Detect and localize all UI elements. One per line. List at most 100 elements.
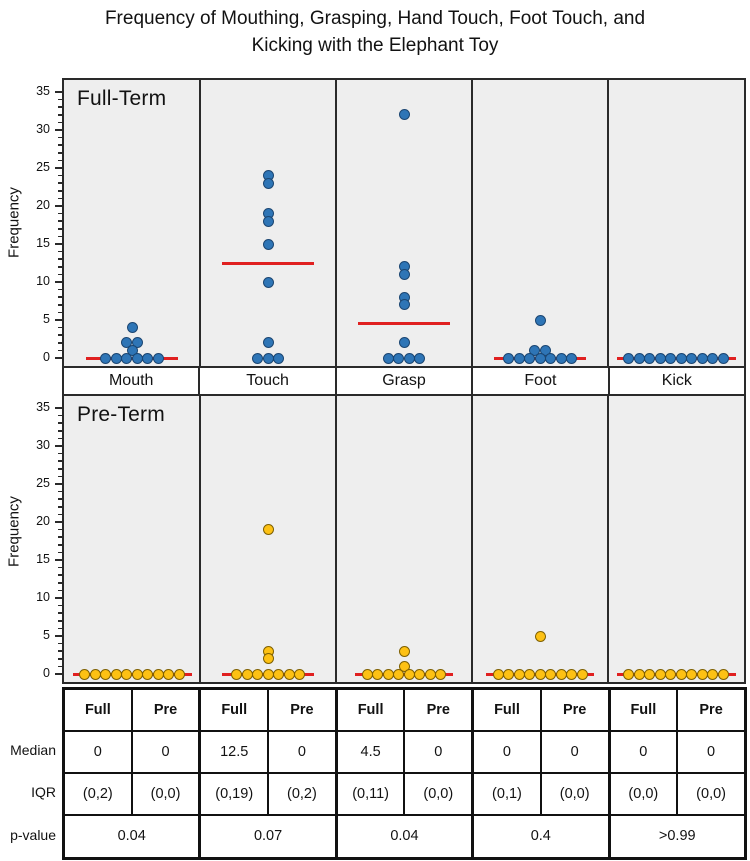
table-header-cell-7: Pre bbox=[539, 687, 611, 732]
data-point bbox=[393, 668, 405, 680]
y-axis-major-tick bbox=[55, 243, 62, 245]
y-axis-minor-tick bbox=[58, 190, 62, 192]
y-axis-major-tick bbox=[55, 167, 62, 169]
data-point bbox=[393, 352, 405, 364]
table-pvalue-cell-4: >0.99 bbox=[607, 813, 747, 860]
data-point bbox=[79, 668, 91, 680]
pre-term-panel-label: Pre-Term bbox=[77, 403, 165, 426]
data-point bbox=[534, 314, 546, 326]
y-axis-minor-tick bbox=[58, 551, 62, 554]
table-pvalue-cell-0: 0.04 bbox=[62, 813, 201, 860]
data-point bbox=[398, 268, 410, 280]
y-axis-major-tick bbox=[55, 205, 62, 207]
data-point bbox=[414, 352, 426, 364]
y-axis-minor-tick bbox=[58, 212, 62, 215]
y-axis-minor-tick bbox=[58, 665, 62, 668]
full-term-panel-label: Full-Term bbox=[77, 87, 167, 110]
y-axis-minor-tick bbox=[58, 460, 62, 462]
table-iqr-cell-8: (0,0) bbox=[607, 771, 679, 816]
y-axis-major-tick bbox=[55, 559, 62, 561]
data-point bbox=[110, 668, 122, 680]
data-point bbox=[524, 668, 535, 680]
category-label-kick: Kick bbox=[661, 372, 692, 389]
y-axis-minor-tick bbox=[58, 98, 62, 101]
y-axis-minor-tick bbox=[58, 544, 62, 546]
data-point bbox=[361, 668, 373, 680]
y-axis-minor-tick bbox=[58, 152, 62, 154]
y-axis-minor-tick bbox=[58, 452, 62, 455]
y-axis-minor-tick bbox=[58, 490, 62, 493]
y-axis-minor-tick bbox=[58, 197, 62, 200]
data-point bbox=[492, 668, 504, 680]
data-point bbox=[576, 668, 588, 680]
data-point bbox=[126, 322, 138, 334]
y-axis-tick-label: 30 bbox=[36, 122, 50, 136]
data-point bbox=[398, 645, 410, 657]
y-axis-major-tick bbox=[55, 319, 62, 321]
y-axis-minor-tick bbox=[58, 437, 62, 440]
data-point bbox=[262, 238, 274, 250]
y-axis-minor-tick bbox=[58, 342, 62, 344]
data-point bbox=[262, 215, 274, 227]
table-header-cell-4: Full bbox=[334, 687, 406, 732]
y-axis-minor-tick bbox=[58, 334, 62, 336]
y-axis-minor-tick bbox=[58, 422, 62, 424]
data-point bbox=[121, 668, 133, 680]
y-axis-minor-tick bbox=[58, 627, 62, 630]
y-axis-minor-tick bbox=[58, 159, 62, 162]
table-header-cell-2: Full bbox=[198, 687, 270, 732]
column-divider bbox=[471, 396, 473, 682]
column-divider bbox=[607, 396, 609, 682]
data-point bbox=[644, 668, 656, 680]
column-divider bbox=[471, 80, 473, 366]
table-header-cell-3: Pre bbox=[267, 687, 338, 732]
data-point bbox=[398, 299, 410, 311]
chart-title: Frequency of Mouthing, Grasping, Hand To… bbox=[0, 6, 750, 59]
data-point bbox=[424, 668, 436, 680]
data-point bbox=[131, 668, 143, 680]
y-axis-minor-tick bbox=[58, 228, 62, 230]
data-point bbox=[294, 668, 305, 680]
y-axis-tick-label: 25 bbox=[36, 160, 50, 174]
data-point bbox=[262, 177, 274, 189]
table-median-cell-0: 0 bbox=[62, 729, 133, 774]
table-header-cell-0: Full bbox=[62, 687, 133, 732]
data-point bbox=[566, 668, 577, 680]
data-point bbox=[524, 352, 535, 364]
table-row-label-median: Median bbox=[10, 742, 56, 758]
table-header-cell-5: Pre bbox=[403, 687, 474, 732]
y-axis-minor-tick bbox=[58, 430, 62, 432]
y-axis-minor-tick bbox=[58, 475, 62, 478]
table-pvalue-cell-3: 0.4 bbox=[471, 813, 611, 860]
y-axis-major-tick bbox=[55, 445, 62, 447]
y-axis-major-tick bbox=[55, 91, 62, 93]
data-point bbox=[503, 668, 514, 680]
data-point bbox=[231, 668, 242, 680]
category-axis-strip: Mouth Touch Grasp Foot Kick bbox=[62, 368, 746, 394]
data-point bbox=[686, 668, 698, 680]
data-point bbox=[262, 668, 274, 680]
data-point bbox=[173, 668, 185, 680]
y-axis-tick-label: 15 bbox=[36, 236, 50, 250]
category-label-foot: Foot bbox=[473, 368, 610, 394]
y-axis-major-tick bbox=[55, 483, 62, 485]
table-iqr-cell-3: (0,2) bbox=[267, 771, 338, 816]
y-axis-minor-tick bbox=[58, 574, 62, 576]
y-axis-minor-tick bbox=[58, 528, 62, 531]
column-divider bbox=[335, 80, 337, 366]
data-point bbox=[633, 668, 645, 680]
data-point bbox=[252, 668, 263, 680]
data-point bbox=[675, 668, 687, 680]
table-pvalue-cell-1: 0.07 bbox=[198, 813, 338, 860]
y-axis-tick-label: 0 bbox=[43, 350, 50, 364]
table-iqr-cell-9: (0,0) bbox=[676, 771, 747, 816]
y-axis-tick-label: 5 bbox=[43, 312, 50, 326]
data-point bbox=[633, 352, 645, 364]
y-axis-minor-tick bbox=[58, 235, 62, 238]
y-axis-minor-tick bbox=[58, 174, 62, 177]
data-point bbox=[623, 352, 635, 364]
data-point bbox=[534, 668, 546, 680]
data-point bbox=[262, 276, 274, 288]
y-axis-minor-tick bbox=[58, 296, 62, 298]
